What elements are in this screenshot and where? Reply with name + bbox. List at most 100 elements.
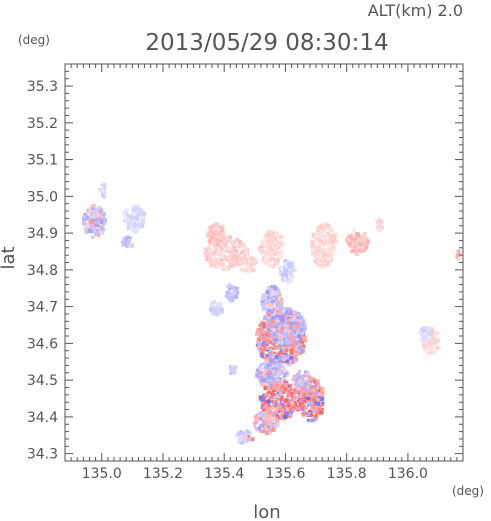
cell-positive: [268, 326, 271, 329]
cell-positive: [322, 229, 326, 233]
x-axis-unit: (deg): [452, 484, 484, 498]
cell-positive: [264, 330, 268, 334]
y-tick-label: 35.0: [27, 189, 58, 205]
cell-positive: [268, 258, 272, 262]
cell-positive: [215, 242, 219, 246]
cell-positive: [205, 259, 208, 262]
x-tick-label: 135.0: [82, 466, 122, 482]
cell-positive: [379, 225, 384, 230]
y-axis-unit: (deg): [18, 33, 50, 47]
cell-negative: [287, 268, 291, 272]
cell-positive: [214, 246, 219, 250]
cell-negative: [120, 240, 123, 243]
cell-positive: [350, 250, 354, 253]
cell-positive: [271, 428, 276, 432]
cell-negative: [100, 219, 104, 223]
cell-negative: [258, 346, 262, 350]
cell-negative: [280, 297, 283, 300]
cell-positive: [291, 341, 296, 346]
cell-positive: [255, 333, 259, 336]
cell-negative: [268, 319, 271, 322]
cell-positive: [220, 239, 224, 243]
cell-positive: [259, 325, 263, 329]
cell-negative: [129, 219, 132, 222]
cell-negative: [265, 365, 268, 368]
cell-negative: [262, 339, 267, 344]
cell-negative: [213, 312, 217, 316]
cell-negative: [284, 264, 287, 267]
cell-positive: [236, 244, 241, 248]
cell-positive: [305, 407, 308, 410]
cell-positive: [261, 322, 265, 325]
cell-positive: [268, 340, 272, 344]
cell-negative: [283, 414, 288, 419]
cell-negative: [93, 208, 98, 213]
cell-positive: [321, 243, 324, 246]
cell-positive: [99, 209, 103, 213]
cell-negative: [137, 223, 141, 227]
cell-positive: [212, 256, 216, 260]
cell-negative: [227, 283, 230, 286]
cell-negative: [232, 370, 237, 375]
cell-negative: [290, 274, 295, 279]
cell-negative: [237, 431, 242, 436]
cell-negative: [288, 327, 291, 329]
cell-positive: [249, 264, 253, 268]
cell-positive: [264, 250, 268, 254]
cell-positive: [429, 350, 434, 355]
cell-negative: [270, 330, 273, 333]
cell-positive: [433, 351, 436, 353]
cell-negative: [320, 396, 325, 401]
cell-negative: [267, 362, 272, 367]
cell-positive: [256, 329, 261, 334]
cell-positive: [219, 239, 222, 243]
cell-positive: [259, 248, 263, 252]
cell-positive: [325, 236, 329, 240]
cell-positive: [363, 248, 366, 251]
cell-negative: [255, 422, 258, 425]
cell-negative: [274, 306, 279, 311]
cell-positive: [275, 419, 280, 424]
cell-negative: [280, 349, 284, 353]
cell-negative: [270, 333, 274, 337]
cell-positive: [317, 249, 322, 254]
cell-positive: [262, 260, 265, 263]
cell-negative: [286, 399, 291, 404]
x-tick-label: 135.6: [265, 466, 305, 482]
cell-negative: [304, 370, 307, 374]
x-tick-label: 136.0: [388, 466, 428, 482]
cell-negative: [315, 401, 320, 406]
cell-positive: [231, 257, 235, 261]
cell-negative: [278, 270, 283, 275]
cell-positive: [280, 240, 284, 244]
cell-negative: [228, 283, 233, 288]
cell-positive: [226, 237, 229, 240]
cell-positive: [323, 247, 326, 250]
cell-positive: [312, 244, 316, 248]
cell-negative: [294, 340, 298, 344]
cell-negative: [281, 364, 285, 368]
cell-positive: [267, 246, 271, 250]
cell-negative: [285, 266, 288, 269]
cell-negative: [229, 371, 233, 375]
cell-negative: [266, 312, 268, 315]
cell-negative: [274, 291, 279, 296]
cell-negative: [102, 189, 106, 193]
cell-positive: [291, 360, 295, 364]
cell-positive: [268, 252, 271, 255]
cell-positive: [325, 260, 330, 265]
cell-negative: [275, 366, 279, 370]
cell-positive: [211, 239, 214, 243]
cell-positive: [213, 264, 217, 268]
cell-negative: [255, 368, 259, 372]
cell-positive: [293, 350, 297, 354]
cell-positive: [231, 242, 235, 246]
cell-negative: [280, 272, 285, 277]
cell-positive: [332, 245, 336, 249]
cell-positive: [317, 259, 320, 262]
cell-positive: [301, 412, 305, 416]
cell-negative: [86, 215, 89, 219]
cell-positive: [254, 420, 257, 423]
cell-positive: [273, 394, 277, 399]
cell-negative: [291, 317, 296, 322]
